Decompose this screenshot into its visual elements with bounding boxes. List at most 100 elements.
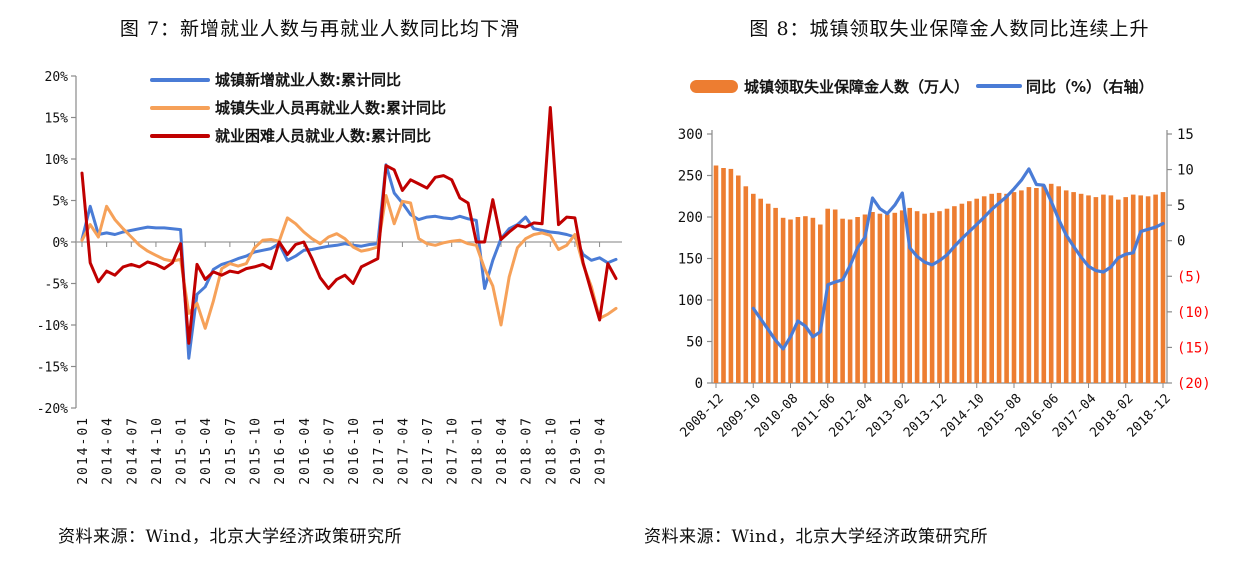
- figure8-combo-chart: 城镇领取失业保障金人数（万人） 同比（%）（右轴）0501001502002503…: [677, 78, 1211, 441]
- bar: [713, 165, 719, 383]
- x-tick-label: 2014-07: [125, 416, 140, 485]
- right-tick-label: 5: [1177, 198, 1185, 214]
- y-tick-label: 0%: [52, 236, 68, 251]
- bar: [1108, 195, 1114, 383]
- bar: [944, 208, 950, 383]
- bar: [1145, 196, 1151, 384]
- bar: [1153, 194, 1158, 383]
- bar: [1123, 197, 1128, 383]
- bar: [736, 175, 741, 383]
- x-tick-label: 2019-01: [569, 416, 584, 485]
- bar: [1026, 187, 1032, 383]
- x-tick-label: 2015-10: [249, 416, 264, 485]
- bar: [840, 218, 845, 383]
- bar: [1130, 194, 1136, 383]
- bar: [1041, 185, 1047, 383]
- figure-7: 图 7：新增就业人数与再就业人数同比均下滑 20% 15% 10% 5% 0% -5% -1…: [37, 18, 622, 547]
- legend-label: 就业困难人员就业人数:累计同比: [215, 127, 431, 145]
- bar: [907, 207, 912, 383]
- bar: [1034, 188, 1039, 383]
- yoy-line-series: [751, 167, 1165, 351]
- x-tick-label: 2014-04: [101, 416, 116, 485]
- bar: [1011, 192, 1017, 383]
- left-tick-label: 300: [678, 127, 703, 143]
- legend-label: 城镇领取失业保障金人数（万人）: [744, 78, 969, 96]
- bar: [721, 168, 726, 383]
- right-tick-label: (20): [1177, 376, 1211, 392]
- left-tick-label: 200: [678, 210, 703, 226]
- bar: [1138, 195, 1143, 383]
- y-tick-label: -15%: [37, 361, 68, 376]
- bar: [758, 198, 763, 383]
- bar: [1116, 199, 1121, 383]
- bar: [728, 168, 734, 383]
- y-tick-label: 10%: [45, 153, 69, 168]
- figure7-source: 资料来源：Wind，北京大学经济政策研究所: [58, 527, 402, 547]
- figure7-title: 图 7：新增就业人数与再就业人数同比均下滑: [119, 18, 521, 40]
- bar: [870, 212, 875, 383]
- line-series: [80, 194, 618, 330]
- x-tick-label: 2017-07: [421, 416, 436, 485]
- y-tick-label: 5%: [52, 195, 68, 210]
- x-tick-label: 2018-10: [544, 416, 559, 485]
- bar: [803, 216, 808, 383]
- y-tick-label: -5%: [45, 278, 69, 293]
- bar: [1004, 193, 1009, 383]
- line-series: [80, 163, 618, 360]
- bar: [899, 210, 905, 383]
- x-tick-label: 2016-10: [347, 416, 362, 485]
- line-series: [80, 106, 618, 345]
- x-tick-label: 2014-10: [150, 416, 165, 485]
- bar: [743, 186, 749, 383]
- figure8-title: 图 8：城镇领取失业保障金人数同比连续上升: [749, 18, 1150, 40]
- legend-bar-swatch: [690, 80, 738, 93]
- left-tick-label: 250: [678, 169, 703, 185]
- bar: [1019, 190, 1024, 383]
- bar: [795, 217, 801, 383]
- legend-label: 城镇失业人员再就业人数:累计同比: [215, 99, 446, 117]
- x-tick-label: 2017-01: [372, 416, 387, 485]
- bar: [959, 203, 965, 383]
- bar: [989, 193, 994, 383]
- x-tick-label: 2018-04: [495, 416, 510, 485]
- x-tick-label: 2016-01: [273, 416, 288, 485]
- bar: [751, 193, 756, 383]
- figure8-source: 资料来源：Wind，北京大学经济政策研究所: [644, 527, 988, 547]
- bar: [922, 213, 927, 383]
- y-tick-label: 20%: [45, 70, 69, 85]
- bar: [877, 213, 883, 383]
- bar: [765, 203, 771, 383]
- right-tick-label: (15): [1177, 340, 1211, 356]
- bar: [1071, 192, 1076, 383]
- bar: [1086, 195, 1091, 383]
- bar: [1056, 186, 1061, 383]
- bar: [1078, 193, 1084, 383]
- y-tick-label: -10%: [37, 319, 68, 334]
- bar: [929, 212, 935, 383]
- bar: [967, 201, 972, 383]
- right-tick-label: 10: [1177, 163, 1194, 179]
- figure-8: 图 8：城镇领取失业保障金人数同比连续上升 城镇领取失业保障金人数（万人） 同比（…: [640, 0, 1259, 568]
- right-tick-label: 15: [1177, 127, 1194, 143]
- x-tick-label: 2019-04: [594, 416, 609, 485]
- right-tick-label: (5): [1177, 269, 1202, 285]
- bar: [847, 219, 853, 383]
- bar: [892, 212, 898, 383]
- bar: [832, 209, 838, 383]
- y-tick-label: 15%: [45, 112, 69, 127]
- x-tick-label: 2017-10: [446, 416, 461, 485]
- legend-label: 城镇新增就业人数:累计同比: [215, 71, 401, 89]
- bar: [818, 224, 823, 383]
- bar: [862, 214, 868, 383]
- x-tick-label: 2018-07: [520, 416, 535, 485]
- bar: [1063, 190, 1069, 383]
- bar: [780, 217, 786, 383]
- bar: [1101, 194, 1106, 383]
- bar: [974, 198, 979, 383]
- right-tick-label: 0: [1177, 234, 1185, 250]
- x-tick-label: 2017-04: [396, 416, 411, 485]
- bar: [810, 217, 816, 383]
- left-tick-label: 100: [678, 293, 703, 309]
- right-tick-label: (10): [1177, 305, 1211, 321]
- bar: [914, 211, 920, 383]
